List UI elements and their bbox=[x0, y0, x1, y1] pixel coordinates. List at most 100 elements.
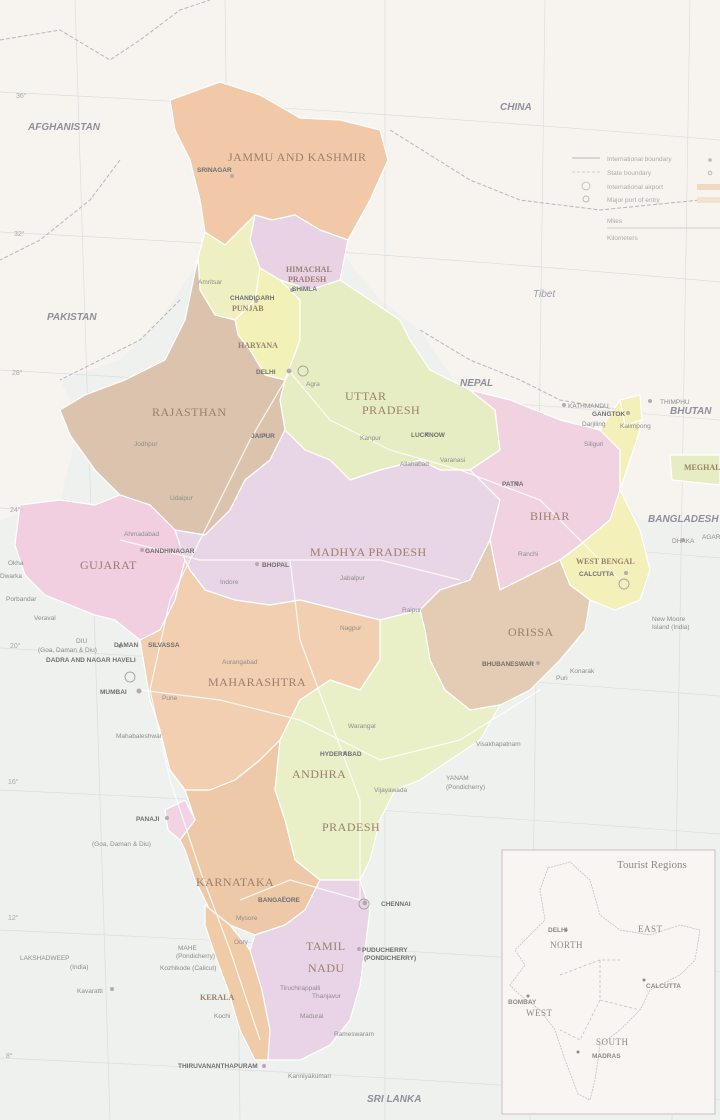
city-okha: Okha bbox=[8, 560, 24, 567]
city-siliguri: Siliguri bbox=[584, 441, 604, 448]
western-land bbox=[0, 380, 80, 520]
city-goa-daman-diu: (Goa, Daman & Diu) bbox=[92, 841, 151, 848]
city-indore: Indore bbox=[220, 579, 239, 586]
inset-region-divider bbox=[559, 959, 641, 1041]
city-tiruchirappalli: Tiruchirappalli bbox=[280, 985, 320, 992]
city-darjiling: Darjiling bbox=[582, 421, 606, 428]
city-warangal: Warangal bbox=[348, 723, 376, 730]
city-bhubaneswar: BHUBANESWAR bbox=[482, 661, 534, 668]
inset-india-outline bbox=[509, 861, 701, 1101]
inset-north: NORTH bbox=[550, 940, 583, 950]
city-mahe: MAHE bbox=[178, 945, 197, 952]
label-bihar: BIHAR bbox=[530, 509, 570, 523]
city-agra: Agra bbox=[306, 381, 320, 388]
city-thimphu: THIMPHU bbox=[660, 399, 690, 406]
city-yanam-sub: (Pondicherry) bbox=[446, 784, 485, 791]
city-delhi: DELHI bbox=[256, 369, 276, 376]
city-mysore: Mysore bbox=[236, 915, 258, 922]
airport-symbols bbox=[124, 365, 630, 910]
city-kanpur: Kanpur bbox=[360, 435, 382, 442]
city-pune: Pune bbox=[162, 695, 178, 702]
label-haryana: HARYANA bbox=[238, 341, 278, 350]
city-ranchi: Ranchi bbox=[518, 551, 538, 558]
city-new-moore-2: Island (India) bbox=[652, 624, 690, 631]
label-madhya-pradesh: MADHYA PRADESH bbox=[310, 545, 427, 559]
label-bangladesh: BANGLADESH bbox=[648, 514, 719, 525]
city-visakhapatnam: Visakhapatnam bbox=[476, 741, 521, 748]
lat-28: 28° bbox=[12, 369, 23, 377]
label-maharashtra: MAHARASHTRA bbox=[208, 675, 306, 689]
city-amritsar: Amritsar bbox=[198, 279, 223, 286]
airport-icon-delhi bbox=[297, 365, 309, 377]
label-himachal-2: PRADESH bbox=[288, 275, 327, 284]
legend: International boundary State boundary In… bbox=[572, 156, 720, 242]
city-mumbai: MUMBAI bbox=[100, 689, 127, 696]
city-kavaratti: Kavaratti bbox=[77, 988, 103, 995]
label-kerala: KERALA bbox=[200, 993, 234, 1002]
city-puducherry: PUDUCHERRY bbox=[362, 947, 408, 954]
city-puri: Puri bbox=[556, 675, 568, 682]
city-jaipur: JAIPUR bbox=[251, 433, 275, 440]
country-labels: CHINA AFGHANISTAN PAKISTAN NEPAL BHUTAN … bbox=[20, 102, 719, 1105]
label-nepal: NEPAL bbox=[460, 378, 493, 389]
label-uttar-2: PRADESH bbox=[362, 403, 420, 417]
lat-16: 16° bbox=[8, 778, 19, 786]
city-gandhinagar: GANDHINAGAR bbox=[145, 548, 195, 555]
city-mahe-sub: (Pondicherry) bbox=[176, 953, 215, 960]
city-patna: PATNA bbox=[502, 481, 524, 488]
airport-icon bbox=[581, 181, 591, 191]
label-jammu-kashmir: JAMMU AND KASHMIR bbox=[228, 150, 367, 164]
city-ahmadabad: Ahmadabad bbox=[124, 531, 159, 538]
state-labels: JAMMU AND KASHMIR HIMACHAL PRADESH PUNJA… bbox=[80, 150, 720, 1002]
city-puducherry-sub: (PONDICHERRY) bbox=[364, 955, 416, 962]
label-pakistan: PAKISTAN bbox=[47, 312, 97, 323]
city-aurangabad: Aurangabad bbox=[222, 659, 258, 666]
city-chennai: CHENNAI bbox=[381, 901, 411, 908]
city-gangtok: GANGTOK bbox=[592, 411, 625, 418]
legend-intl-boundary: International boundary bbox=[607, 156, 672, 163]
city-rameswaram: Rameswaram bbox=[334, 1031, 374, 1038]
city-raipur: Raipur bbox=[402, 607, 422, 614]
tourist-regions-inset: Tourist Regions NORTH EAST WEST SOUTH DE… bbox=[501, 849, 716, 1115]
city-kochi: Kochi bbox=[214, 1013, 230, 1020]
legend-kilometers: Kilometers bbox=[607, 235, 638, 242]
state-west-bengal bbox=[559, 394, 651, 611]
country-boundaries bbox=[0, 0, 701, 411]
airport-icon-mumbai bbox=[124, 671, 136, 683]
city-jabalpur: Jabalpur bbox=[340, 575, 366, 582]
city-lucknow: LUCKNOW bbox=[411, 432, 446, 439]
inset-east: EAST bbox=[638, 924, 663, 934]
lat-12: 12° bbox=[8, 914, 19, 922]
inset-south: SOUTH bbox=[596, 1037, 629, 1047]
latitude-labels: 36° 32° 28° 24° 20° 16° 12° 8° bbox=[6, 92, 27, 1060]
label-meghalaya: MEGHAL bbox=[684, 463, 720, 472]
inset-frame bbox=[501, 849, 716, 1115]
city-labels: SRINAGAR SHIMLA CHANDIGARH DELHI JAIPUR … bbox=[0, 167, 720, 1080]
city-madurai: Madurai bbox=[300, 1013, 323, 1020]
airport-icon-calcutta bbox=[618, 578, 630, 590]
city-kathmandu: KATHMANDU bbox=[568, 403, 609, 410]
label-andhra-2: PRADESH bbox=[322, 820, 380, 834]
state-tamil-nadu bbox=[249, 879, 371, 1061]
city-kalimpong: Kalimpong bbox=[620, 423, 651, 430]
city-srinagar: SRINAGAR bbox=[197, 167, 232, 174]
city-shimla: SHIMLA bbox=[292, 286, 317, 293]
inset-west: WEST bbox=[526, 1008, 553, 1018]
city-goa-diu: (Goa, Daman & Diu) bbox=[38, 647, 97, 654]
city-mahabaleshwar: Mahabaleshwar bbox=[116, 733, 163, 740]
label-lakshadweep: LAKSHADWEEP bbox=[20, 955, 70, 962]
city-agartala: AGAR bbox=[702, 534, 720, 541]
label-bhutan: BHUTAN bbox=[670, 406, 712, 417]
city-kozhikode: Kozhikode (Calicut) bbox=[160, 965, 216, 972]
city-hyderabad: HYDERABAD bbox=[320, 751, 362, 758]
label-orissa: ORISSA bbox=[508, 625, 554, 639]
legend-miles: Miles bbox=[607, 218, 623, 225]
city-thanjavur: Thanjavur bbox=[312, 993, 342, 1000]
city-panaji: PANAJI bbox=[136, 816, 160, 823]
inset-city-bombay: BOMBAY bbox=[508, 999, 537, 1006]
city-vijayawada: Vijayawada bbox=[374, 787, 408, 794]
label-afghanistan: AFGHANISTAN bbox=[27, 122, 101, 133]
city-konarak: Konarak bbox=[570, 668, 595, 675]
label-uttar: UTTAR bbox=[345, 389, 387, 403]
label-tibet: Tibet bbox=[533, 289, 556, 300]
